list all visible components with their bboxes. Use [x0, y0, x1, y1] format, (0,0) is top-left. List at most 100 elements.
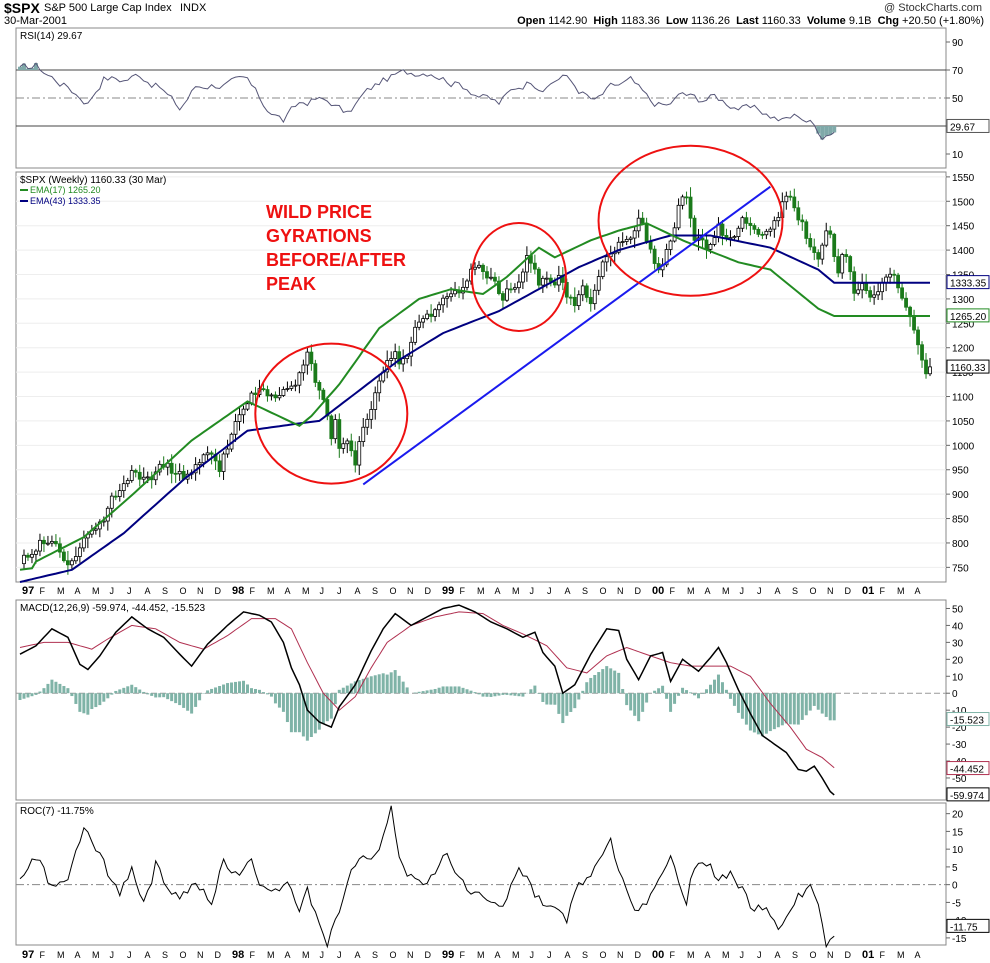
- candle-body: [221, 453, 226, 472]
- x-axis-bottom-label: F: [880, 950, 886, 960]
- candle-body: [664, 249, 669, 266]
- candle-body: [816, 252, 821, 260]
- open-label: Open: [517, 15, 546, 27]
- x-axis-top-label: A: [355, 586, 361, 596]
- x-axis-top-label: J: [110, 586, 115, 596]
- candle-body: [792, 196, 797, 209]
- price-axis-tick-label: 900: [952, 490, 969, 501]
- x-axis-top-label: A: [285, 586, 291, 596]
- candle-body: [517, 281, 521, 289]
- x-axis-top-label: J: [337, 586, 342, 596]
- candle-body: [93, 528, 98, 531]
- candle-body: [329, 415, 334, 440]
- x-axis-bottom-label: J: [740, 950, 745, 960]
- candle-body: [473, 266, 477, 270]
- x-axis-bottom-label: M: [57, 950, 65, 960]
- candle-body: [413, 326, 418, 343]
- candle-body: [261, 388, 266, 391]
- candle-body: [580, 285, 585, 296]
- candle-body: [904, 297, 908, 308]
- x-axis-bottom-label: M: [897, 950, 905, 960]
- candle-body: [277, 395, 282, 399]
- candle-body: [916, 329, 920, 346]
- candle-body: [704, 239, 709, 250]
- candle-body: [501, 293, 505, 301]
- volume-label: Volume: [806, 15, 846, 27]
- candle-body: [800, 219, 805, 223]
- candle-body: [437, 304, 441, 311]
- x-axis-bottom-label: D: [215, 950, 222, 960]
- candle-body: [253, 392, 258, 396]
- candle-body: [369, 409, 374, 420]
- price-title: $SPX (Weekly) 1160.33 (30 Mar): [20, 175, 166, 186]
- x-axis-top-label: J: [547, 586, 552, 596]
- candle-body: [417, 321, 422, 328]
- candle-body: [604, 256, 609, 263]
- chart-date: 30-Mar-2001: [4, 15, 67, 27]
- x-axis-bottom-label: M: [302, 950, 310, 960]
- x-axis-top-label: A: [495, 586, 501, 596]
- candle-body: [201, 454, 206, 464]
- candle-body: [744, 217, 749, 224]
- x-axis-bottom-label: S: [372, 950, 378, 960]
- candle-body: [644, 222, 649, 242]
- candle-body: [840, 254, 845, 274]
- candle-body: [65, 560, 70, 566]
- macd-line: [19, 604, 835, 796]
- candle-body: [600, 261, 605, 277]
- x-axis-top-label: S: [792, 586, 798, 596]
- x-axis-top-label: A: [705, 586, 711, 596]
- x-axis-bottom-label: 01: [862, 949, 874, 961]
- candle-body: [389, 358, 394, 361]
- candle-body: [233, 421, 238, 435]
- x-axis-top-label: N: [827, 586, 834, 596]
- candle-body: [485, 271, 489, 279]
- roc-last-value-box: [946, 918, 990, 933]
- candle-body: [572, 296, 577, 307]
- x-axis-bottom-label: N: [407, 950, 414, 960]
- price-axis-tick-label: 1400: [952, 246, 975, 257]
- x-axis-bottom-label: D: [845, 950, 852, 960]
- candle-body: [752, 225, 757, 230]
- rsi-line: [19, 62, 835, 141]
- x-axis-top-label: M: [722, 586, 730, 596]
- roc-axis-tick-label: 0: [952, 881, 958, 892]
- x-axis-top-label: 97: [22, 585, 34, 597]
- candle-body: [568, 296, 573, 299]
- candle-body: [237, 414, 242, 422]
- x-axis-top-label: M: [267, 586, 275, 596]
- candle-body: [628, 237, 633, 240]
- candle-body: [624, 239, 629, 242]
- candle-body: [804, 221, 809, 239]
- x-axis-bottom-label: A: [775, 950, 781, 960]
- x-axis-top-label: F: [250, 586, 256, 596]
- macd-axis-tick-label: 10: [952, 672, 964, 683]
- price-axis-tick-label: 1250: [952, 319, 975, 330]
- roc-line: [19, 805, 835, 949]
- x-axis-top-label: N: [407, 586, 414, 596]
- candle-body: [285, 388, 290, 390]
- annotation-line: BEFORE/AFTER: [266, 250, 407, 270]
- candle-body: [720, 223, 725, 236]
- candle-body: [173, 472, 178, 475]
- candle-body: [357, 441, 362, 466]
- candle-body: [341, 443, 346, 449]
- candle-body: [920, 344, 924, 361]
- candle-body: [265, 389, 270, 397]
- x-axis-bottom-label: F: [670, 950, 676, 960]
- candle-body: [888, 273, 892, 278]
- price-axis-tick-label: 1100: [952, 393, 974, 404]
- x-axis-top-label: D: [425, 586, 432, 596]
- macd-axis-tick-label: 20: [952, 655, 964, 666]
- x-axis-top-label: 01: [862, 585, 874, 597]
- candle-body: [520, 271, 525, 283]
- candle-body: [46, 542, 50, 545]
- macd-axis-tick-label: -10: [952, 706, 967, 717]
- x-axis-bottom-label: 99: [442, 949, 454, 961]
- macd-signal-line: [19, 611, 835, 769]
- x-axis-bottom-label: A: [495, 950, 501, 960]
- price-last-value-box: [946, 359, 990, 374]
- candle-body: [524, 255, 529, 273]
- x-axis-bottom-label: O: [390, 950, 397, 960]
- x-axis-bottom-label: M: [512, 950, 520, 960]
